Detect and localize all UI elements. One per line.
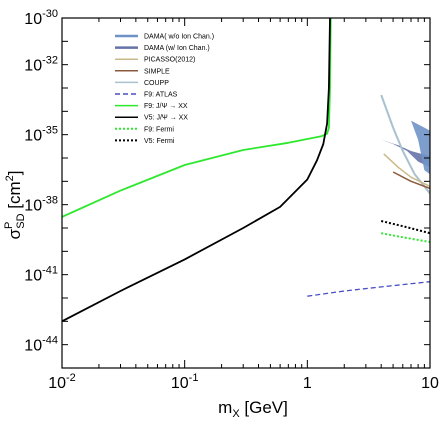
y-tick-label: 10-32 (24, 55, 58, 75)
legend-label: F9: Fermi (144, 126, 174, 133)
x-tick-labels: 10-2 10-1 1 10 (48, 372, 439, 392)
legend-item: F9: J/Ψ → XX (115, 103, 188, 110)
legend-item: V5: J/Ψ → XX (115, 115, 188, 122)
legend-label: F9: ATLAS (144, 92, 178, 99)
legend-label: DAMA (w/ Ion Chan.) (144, 45, 210, 52)
legend-label: COUPP (144, 80, 169, 87)
legend-label: PICASSO(2012) (144, 57, 195, 64)
series-line-1 (62, 18, 331, 323)
plot-frame (61, 17, 431, 369)
legend-item: F9: Fermi (115, 126, 174, 133)
series-line-6 (383, 153, 430, 188)
series-line-4 (380, 220, 430, 235)
legend: DAMA( w/o Ion Chan.) DAMA (w/ Ion Chan.) P… (115, 34, 214, 145)
legend-label: SIMPLE (144, 68, 170, 75)
band-0 (381, 139, 430, 168)
y-tick-labels: 10-30 10-32 10-35 10-38 10-41 10-44 (24, 8, 58, 355)
plot-area (61, 17, 431, 369)
legend-item: SIMPLE (115, 68, 170, 75)
legend-label: V5: J/Ψ → XX (144, 115, 188, 122)
y-tick-label: 10-38 (24, 195, 58, 215)
legend-item: V5: Fermi (115, 138, 175, 145)
legend-label: DAMA( w/o Ion Chan.) (144, 34, 214, 41)
x-tick-label: 10-2 (48, 372, 76, 392)
x-tick-label: 1 (303, 375, 312, 392)
series-line-0 (62, 18, 332, 218)
y-axis-title: σPSD [cm2] (3, 170, 27, 239)
plot-background (62, 18, 430, 368)
legend-item: DAMA (w/ Ion Chan.) (115, 45, 210, 52)
x-axis-title: mX [GeV] (218, 398, 288, 420)
y-tick-label: 10-30 (24, 8, 58, 28)
y-tick-label: 10-35 (24, 125, 58, 145)
legend-label: F9: J/Ψ → XX (144, 103, 188, 110)
series-line-2 (307, 281, 430, 297)
y-tick-label: 10-44 (24, 335, 58, 355)
tick-marks (61, 17, 430, 369)
legend-item: PICASSO(2012) (115, 57, 195, 64)
x-tick-label: 10 (421, 375, 439, 392)
x-tick-label: 10-1 (171, 372, 199, 392)
legend-label: V5: Fermi (144, 138, 175, 145)
series-line-7 (392, 171, 430, 190)
series-line-3 (381, 232, 430, 243)
legend-item: F9: ATLAS (115, 92, 178, 99)
y-tick-label: 10-41 (24, 265, 58, 285)
legend-item: DAMA( w/o Ion Chan.) (115, 34, 214, 41)
series-layer (62, 18, 430, 323)
band-1 (411, 120, 430, 175)
legend-item: COUPP (115, 80, 169, 87)
